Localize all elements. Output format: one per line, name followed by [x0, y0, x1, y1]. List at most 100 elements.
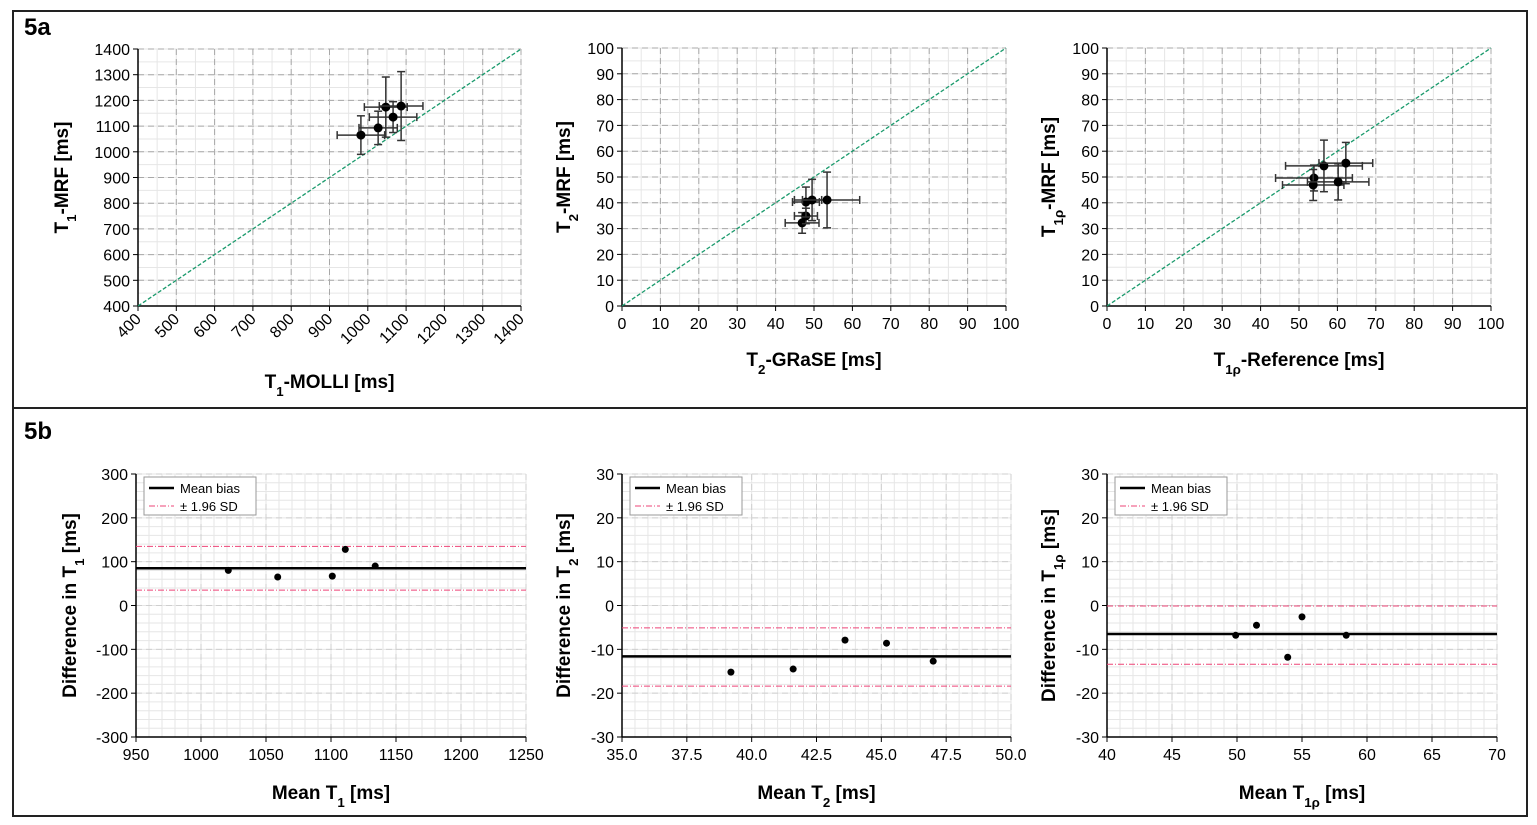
- x-tick-label: 10: [1137, 316, 1155, 333]
- x-tick-label: 80: [920, 316, 938, 333]
- x-axis-label-text: Mean T: [272, 783, 338, 804]
- y-tick-label: 0: [1090, 299, 1099, 316]
- y-tick-label: -100: [96, 642, 128, 659]
- x-tick-label: 60: [1329, 316, 1347, 333]
- chart-a2: 0 10 20 30 40 50 60 70 80 90 100 0 10 20 30 40 50 60 70 80 9…: [554, 41, 1019, 377]
- y-axis-label-subscript: 1ρ: [1051, 210, 1066, 226]
- x-tick-label: 1250: [508, 747, 544, 764]
- x-tick-label: 70: [882, 316, 900, 333]
- x-axis-label-text-suffix: -GRaSE [ms]: [765, 350, 881, 371]
- y-tick-label: 90: [1081, 67, 1099, 84]
- y-tick-label: 60: [1081, 144, 1099, 161]
- x-axis-label-subscript: 1ρ: [1225, 362, 1241, 377]
- y-tick-label: 50: [596, 170, 614, 187]
- data-point: [793, 171, 861, 229]
- x-tick-label: 40.0: [736, 747, 767, 764]
- point-marker: [1341, 158, 1351, 168]
- legend-box: [143, 476, 257, 516]
- data-point: [336, 115, 386, 156]
- y-axis-label-subscript: 1ρ: [1051, 554, 1066, 570]
- identity-line: [621, 47, 1007, 307]
- x-tick-label: 70: [1488, 747, 1506, 764]
- y-axis-label-text: Difference in T: [60, 566, 81, 698]
- x-tick-label: 50: [805, 316, 823, 333]
- point-marker: [841, 636, 849, 644]
- y-axis-label-text-suffix: -MRF [ms]: [52, 122, 73, 215]
- y-axis-label-text: T: [52, 221, 73, 233]
- x-tick-label: 80: [1405, 316, 1423, 333]
- data-point: [789, 665, 797, 673]
- data-point: [341, 545, 349, 553]
- y-axis-label-text: Difference in T: [554, 566, 575, 698]
- data-point: [1298, 613, 1306, 621]
- y-axis-label-subscript: 1: [72, 558, 87, 566]
- legend-label: ± 1.96 SD: [180, 499, 238, 514]
- x-axis-label-text-suffix: [ms]: [830, 783, 875, 804]
- point-marker: [1253, 621, 1260, 629]
- x-tick-label: 10: [652, 316, 670, 333]
- y-tick-label: -30: [1076, 730, 1099, 747]
- data-point: [841, 636, 849, 644]
- y-tick-label: 10: [596, 273, 614, 290]
- y-axis-label: T1ρ-MRF [ms]: [1039, 117, 1066, 237]
- legend-box: [1114, 476, 1228, 516]
- x-tick-label: 45: [1163, 747, 1181, 764]
- y-axis-label-text: T: [554, 221, 575, 233]
- x-axis-label-text: T: [746, 350, 758, 371]
- legend: Mean bias ± 1.96 SD: [1114, 476, 1228, 516]
- x-axis-label-subscript: 1ρ: [1304, 795, 1320, 810]
- x-axis-label-text-suffix: [ms]: [1320, 783, 1365, 804]
- point-marker: [1309, 173, 1319, 183]
- chart-a3: 0 10 20 30 40 50 60 70 80 90 100 0 10 20 30 40 50 60 70 80 9…: [1039, 41, 1504, 377]
- x-tick-label: 30: [728, 316, 746, 333]
- x-tick-label: 70: [1367, 316, 1385, 333]
- point-marker: [1284, 653, 1292, 661]
- x-axis-label-text: Mean T: [757, 783, 823, 804]
- y-tick-label: 400: [103, 299, 130, 316]
- section-label-5a: 5a: [24, 14, 51, 41]
- x-axis-label: Mean T2 [ms]: [757, 783, 875, 810]
- x-axis-label-text-suffix: -MOLLI [ms]: [284, 372, 395, 393]
- x-axis-label: T1ρ-Reference [ms]: [1214, 350, 1385, 377]
- y-axis-label-text: Difference in T: [1039, 570, 1060, 702]
- data-point: [358, 110, 399, 146]
- point-marker: [1333, 177, 1343, 187]
- y-tick-label: 40: [1081, 196, 1099, 213]
- x-axis-label: Mean T1ρ [ms]: [1239, 783, 1365, 810]
- x-axis-label-subscript: 2: [758, 362, 765, 377]
- x-tick-label: 1200: [414, 311, 451, 348]
- point-marker: [1308, 180, 1318, 190]
- x-tick-label: 900: [305, 311, 336, 342]
- point-marker: [797, 218, 807, 228]
- y-axis-label: Difference in T2 [ms]: [554, 513, 581, 698]
- x-tick-label: 800: [267, 311, 298, 342]
- y-tick-label: 60: [596, 144, 614, 161]
- y-tick-label: 70: [596, 118, 614, 135]
- y-tick-label: 30: [596, 222, 614, 239]
- y-tick-label: 10: [1081, 273, 1099, 290]
- data-point: [1232, 631, 1240, 639]
- x-tick-label: 40: [767, 316, 785, 333]
- data-point: [224, 566, 232, 574]
- y-tick-label: -30: [591, 730, 614, 747]
- y-tick-label: 1300: [94, 68, 130, 85]
- identity-line: [1106, 47, 1492, 307]
- y-tick-label: -10: [591, 642, 614, 659]
- x-axis-label-subscript: 1: [337, 795, 345, 810]
- x-tick-label: 1150: [379, 747, 414, 764]
- y-axis-label-subscript: 1: [64, 214, 79, 222]
- data-point: [883, 639, 891, 647]
- x-tick-label: 47.5: [931, 747, 962, 764]
- y-axis-label-subscript: 2: [566, 214, 581, 221]
- x-tick-label: 950: [123, 747, 150, 764]
- x-axis-label-text-suffix: -Reference [ms]: [1241, 350, 1385, 371]
- y-tick-label: 0: [605, 299, 614, 316]
- x-tick-label: 700: [229, 311, 260, 342]
- data-point: [368, 100, 418, 134]
- section-label-5b: 5b: [24, 418, 53, 445]
- point-marker: [388, 112, 398, 122]
- y-axis-label: Difference in T1ρ [ms]: [1039, 509, 1066, 702]
- y-axis-label: Difference in T1 [ms]: [60, 513, 87, 698]
- x-tick-label: 35.0: [606, 747, 637, 764]
